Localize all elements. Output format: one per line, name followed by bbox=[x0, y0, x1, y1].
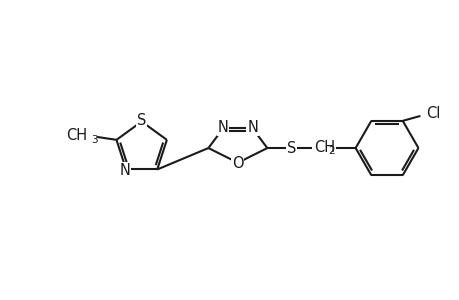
Text: O: O bbox=[231, 156, 243, 171]
Text: N: N bbox=[246, 120, 257, 135]
Text: S: S bbox=[137, 113, 146, 128]
Text: S: S bbox=[286, 140, 296, 155]
Text: N: N bbox=[217, 120, 228, 135]
Text: 3: 3 bbox=[91, 135, 97, 145]
Text: N: N bbox=[119, 163, 130, 178]
Text: 2: 2 bbox=[327, 146, 334, 156]
Text: Cl: Cl bbox=[425, 106, 440, 122]
Text: CH: CH bbox=[313, 140, 335, 154]
Text: CH: CH bbox=[66, 128, 87, 143]
